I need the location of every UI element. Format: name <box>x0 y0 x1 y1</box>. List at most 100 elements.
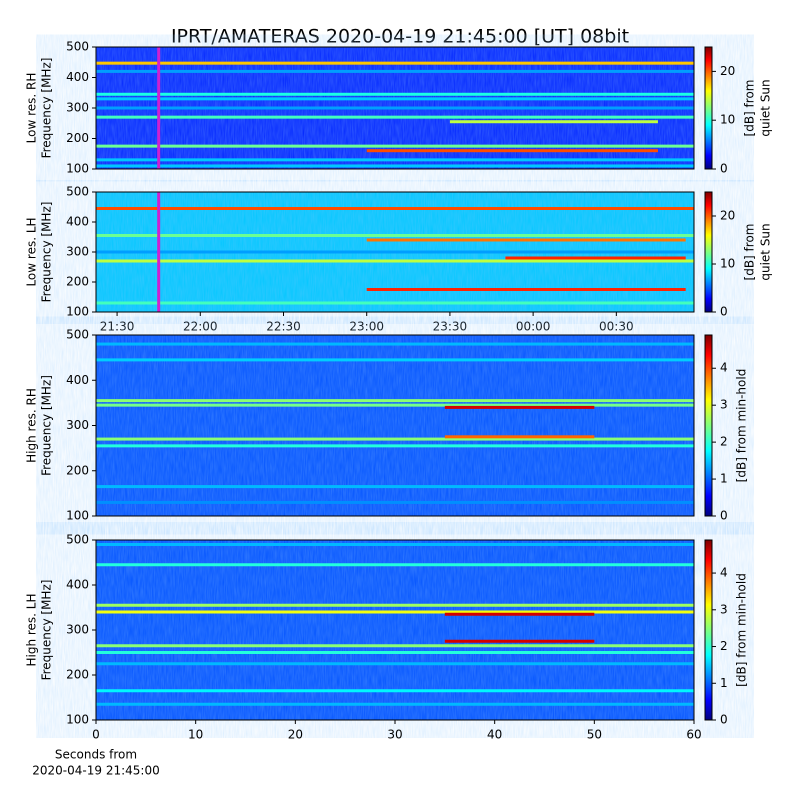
y-tick-label: 100 <box>66 162 89 176</box>
y-tick-label: 500 <box>66 533 89 547</box>
emission-band <box>96 403 694 407</box>
x-axis-label: Seconds from <box>55 748 137 762</box>
colorbar-tick-label: 1 <box>720 472 728 486</box>
emission-band <box>96 603 694 607</box>
colorbar-label: quiet Sun <box>759 79 773 136</box>
y-tick-label: 400 <box>66 70 89 84</box>
emission-band <box>96 234 694 237</box>
emission-band <box>96 301 694 305</box>
emission-band <box>444 612 595 616</box>
x-tick-label: 30 <box>387 728 402 742</box>
x-tick-label: 50 <box>587 728 602 742</box>
emission-band <box>96 485 694 489</box>
y-tick-label: 500 <box>66 40 89 54</box>
emission-band <box>366 149 658 153</box>
emission-band <box>96 250 694 254</box>
y-tick-label: 500 <box>66 328 89 342</box>
x-axis-label: 2020-04-19 21:45:00 <box>32 764 159 778</box>
x-tick-label: 22:00 <box>183 320 218 334</box>
colorbar-tick-label: 1 <box>720 676 728 690</box>
x-tick-label: 23:00 <box>349 320 384 334</box>
y-tick-label: 200 <box>66 668 89 682</box>
colorbar <box>704 334 713 517</box>
colorbar-tick-label: 4 <box>720 361 728 375</box>
y-tick-label: 100 <box>66 509 89 523</box>
y-axis-label: Frequency [MHz] <box>40 58 54 159</box>
colorbar-tick-label: 0 <box>720 305 728 319</box>
emission-band <box>96 61 694 65</box>
emission-band <box>366 238 686 242</box>
emission-band <box>449 120 658 124</box>
emission-band <box>444 639 595 643</box>
colorbar-label: [dB] from <box>743 80 757 137</box>
y-tick-label: 200 <box>66 131 89 145</box>
y-tick-label: 300 <box>66 418 89 432</box>
emission-band <box>96 342 694 346</box>
colorbar-tick-label: 0 <box>720 713 728 727</box>
y-tick-label: 200 <box>66 275 89 289</box>
emission-band <box>96 563 694 567</box>
emission-band <box>96 164 694 168</box>
emission-band <box>366 288 686 291</box>
y-axis-label: Low res. RH <box>25 73 39 144</box>
emission-band <box>96 115 694 119</box>
y-tick-label: 500 <box>66 185 89 199</box>
emission-band <box>96 158 694 162</box>
colorbar-tick-label: 2 <box>720 435 728 449</box>
colorbar-tick-label: 0 <box>720 509 728 523</box>
emission-band <box>444 405 595 409</box>
y-tick-label: 100 <box>66 713 89 727</box>
colorbar <box>704 539 713 721</box>
y-axis-label: Frequency [MHz] <box>40 202 54 303</box>
y-tick-label: 400 <box>66 373 89 387</box>
x-tick-label: 60 <box>686 728 701 742</box>
y-axis-label: Frequency [MHz] <box>40 375 54 476</box>
y-tick-label: 400 <box>66 215 89 229</box>
x-tick-label: 22:30 <box>266 320 301 334</box>
colorbar-tick-label: 10 <box>720 113 735 127</box>
colorbar <box>704 46 713 170</box>
x-tick-label: 40 <box>487 728 502 742</box>
colorbar-tick-label: 3 <box>720 398 728 412</box>
y-axis-label: High res. RH <box>25 388 39 463</box>
emission-band <box>96 92 694 96</box>
colorbar-tick-label: 2 <box>720 639 728 653</box>
emission-band <box>444 435 595 439</box>
x-tick-label: 21:30 <box>100 320 135 334</box>
colorbar-tick-label: 20 <box>720 64 735 78</box>
colorbar-tick-label: 0 <box>720 162 728 176</box>
emission-band <box>96 662 694 666</box>
noise-texture <box>96 540 694 720</box>
x-tick-label: 00:00 <box>516 320 551 334</box>
x-tick-label: 0 <box>92 728 100 742</box>
emission-band <box>96 144 694 148</box>
emission-band <box>96 399 694 403</box>
chart-title: IPRT/AMATERAS 2020-04-19 21:45:00 [UT] 0… <box>171 26 629 48</box>
colorbar-label: [dB] from <box>743 224 757 281</box>
y-tick-label: 400 <box>66 578 89 592</box>
colorbar <box>704 191 713 313</box>
y-axis-label: High res. LH <box>25 593 39 666</box>
emission-band <box>96 610 694 614</box>
x-tick-label: 10 <box>188 728 203 742</box>
colorbar-label: [dB] from min-hold <box>735 573 749 687</box>
y-axis-label: Low res. LH <box>25 217 39 286</box>
colorbar-label: [dB] from min-hold <box>735 369 749 483</box>
emission-band <box>96 444 694 448</box>
emission-band <box>96 69 694 73</box>
colorbar-tick-label: 10 <box>720 257 735 271</box>
noise-texture <box>96 335 694 516</box>
emission-band <box>96 543 694 546</box>
colorbar-tick-label: 20 <box>720 209 735 223</box>
y-tick-label: 300 <box>66 623 89 637</box>
colorbar-tick-label: 3 <box>720 602 728 616</box>
y-tick-label: 100 <box>66 305 89 319</box>
emission-band <box>96 437 694 441</box>
colorbar-tick-label: 4 <box>720 566 728 580</box>
y-tick-label: 200 <box>66 463 89 477</box>
y-tick-label: 300 <box>66 101 89 115</box>
x-tick-label: 23:30 <box>433 320 468 334</box>
y-axis-label: Frequency [MHz] <box>40 580 54 681</box>
emission-band <box>505 256 686 260</box>
x-tick-label: 00:30 <box>599 320 634 334</box>
